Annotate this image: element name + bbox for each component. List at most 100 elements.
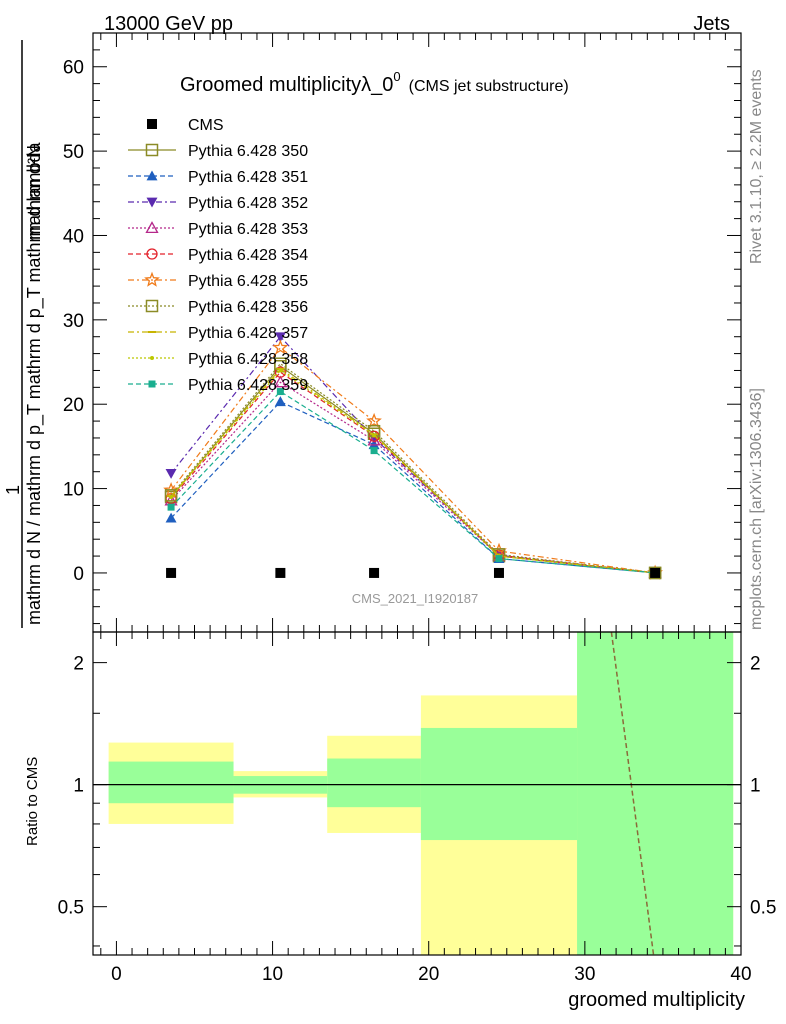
data-point <box>166 567 177 578</box>
series-line <box>170 367 656 574</box>
main-series <box>163 332 664 580</box>
ratio-line-layer <box>610 631 655 956</box>
ratio-tick-label-left: 0.5 <box>58 898 84 919</box>
legend-item: Pythia 6.428 351 <box>128 169 308 186</box>
y-tick-label: 60 <box>63 58 84 79</box>
legend-item: Pythia 6.428 352 <box>128 195 308 212</box>
data-point <box>650 567 661 578</box>
legend-label: Pythia 6.428 356 <box>188 299 308 316</box>
ratio-tick-label-right: 1 <box>750 776 761 797</box>
legend-label: Pythia 6.428 355 <box>188 273 308 290</box>
header-left: 13000 GeV pp <box>104 13 233 35</box>
legend-item: Pythia 6.428 358 <box>128 351 308 368</box>
series-point <box>272 339 289 355</box>
legend-marker <box>146 248 158 260</box>
ratio-band-green <box>577 632 734 955</box>
series-group <box>165 396 661 578</box>
legend-marker <box>148 380 156 388</box>
series-line <box>170 390 656 574</box>
data-point <box>275 567 286 578</box>
legend-label: Pythia 6.428 359 <box>188 377 308 394</box>
legend-marker <box>146 170 158 181</box>
series-line <box>170 400 656 574</box>
data-point <box>493 567 504 578</box>
ratio-bands <box>108 632 734 955</box>
y-tick-label: 50 <box>63 142 84 163</box>
y-tick-label: 20 <box>63 395 84 416</box>
x-axis-label: groomed multiplicity <box>568 989 745 1011</box>
series-point <box>276 388 284 396</box>
legend-label: Pythia 6.428 358 <box>188 351 308 368</box>
legend-item: Pythia 6.428 355 <box>128 271 308 290</box>
ratio-band-green <box>327 758 421 808</box>
legend-label: Pythia 6.428 354 <box>188 247 308 264</box>
series-point <box>165 468 177 479</box>
ratio-tick-label-left: 2 <box>73 654 84 675</box>
ratio-ylabel: Ratio to CMS <box>24 757 41 846</box>
series-point <box>163 482 180 497</box>
ylabel-one: 1 <box>3 485 23 495</box>
series-line <box>170 335 656 574</box>
series-point <box>165 512 177 523</box>
ratio-tick-label-left: 1 <box>73 776 84 797</box>
ratio-tick-label-right: 0.5 <box>750 898 776 919</box>
ratio-mc-line <box>610 631 655 956</box>
legend-item: CMS <box>147 117 224 134</box>
title-main: Groomed multiplicityλ_00 (CMS jet substru… <box>180 69 569 96</box>
legend-marker <box>145 221 159 234</box>
legend-item: Pythia 6.428 353 <box>128 221 308 238</box>
ratio-band-green <box>420 727 578 841</box>
plot-title: Groomed multiplicityλ_00 (CMS jet substru… <box>180 69 569 96</box>
ratio-band-green <box>108 761 234 804</box>
x-tick-label: 0 <box>111 964 122 985</box>
series-group <box>165 332 661 579</box>
rivet-label: Rivet 3.1.10, ≥ 2.2M events <box>748 69 765 264</box>
title-subtitle: (CMS jet substructure) <box>409 78 569 95</box>
legend-marker <box>146 197 158 208</box>
data-points <box>166 567 661 578</box>
series-point <box>169 495 174 500</box>
y-tick-label: 30 <box>63 311 84 332</box>
y-tick-label: 40 <box>63 226 84 247</box>
legend-marker <box>150 356 154 360</box>
series-line <box>170 362 656 574</box>
series-point <box>167 503 175 511</box>
series-group <box>164 375 662 578</box>
series-point <box>274 396 286 407</box>
ratio-frame <box>92 631 742 956</box>
legend: CMS Pythia 6.428 350 Pythia 6.428 351 Pythi… <box>128 117 308 394</box>
title-sup: 0 <box>393 69 400 84</box>
y-tick-label: 0 <box>73 564 84 585</box>
y-tick-label: 10 <box>63 480 84 501</box>
series-point <box>164 489 178 502</box>
main-ylabel: 1 mathrm d²N mathrm d N / mathrm d p_T m… <box>3 40 45 628</box>
data-point <box>369 567 380 578</box>
legend-item: Pythia 6.428 359 <box>128 377 308 394</box>
series-point <box>495 555 503 563</box>
legend-label: Pythia 6.428 353 <box>188 221 308 238</box>
series-point <box>273 375 287 388</box>
title-text: Groomed multiplicityλ_0 <box>180 74 393 96</box>
legend-label: Pythia 6.428 350 <box>188 143 308 160</box>
series-point <box>278 368 283 373</box>
legend-marker <box>144 271 160 287</box>
series-point <box>368 439 380 450</box>
legend-item: Pythia 6.428 356 <box>128 299 308 316</box>
header-right: Jets <box>693 13 730 35</box>
series-point <box>366 412 382 428</box>
x-tick-label: 10 <box>262 964 283 985</box>
series-group <box>167 388 659 577</box>
legend-label: Pythia 6.428 352 <box>188 195 308 212</box>
legend-marker-data <box>147 119 157 129</box>
axes: 0 10 20 30 40 50 60 0 10 20 30 40 0.5 0.5 1 1 2 2 <box>58 32 776 985</box>
legend-label: Pythia 6.428 357 <box>188 325 308 342</box>
series-point <box>370 447 378 455</box>
watermark: CMS_2021_I1920187 <box>352 591 479 606</box>
ylabel-denominator: mathrm d N / mathrm d p_T mathrm d p_T m… <box>24 142 45 625</box>
x-tick-label: 30 <box>574 964 595 985</box>
series-line <box>170 346 656 574</box>
legend-item: Pythia 6.428 357 <box>128 325 308 342</box>
ylabel-numerator: mathrm d²N <box>24 145 44 240</box>
legend-item: Pythia 6.428 350 <box>128 143 308 160</box>
